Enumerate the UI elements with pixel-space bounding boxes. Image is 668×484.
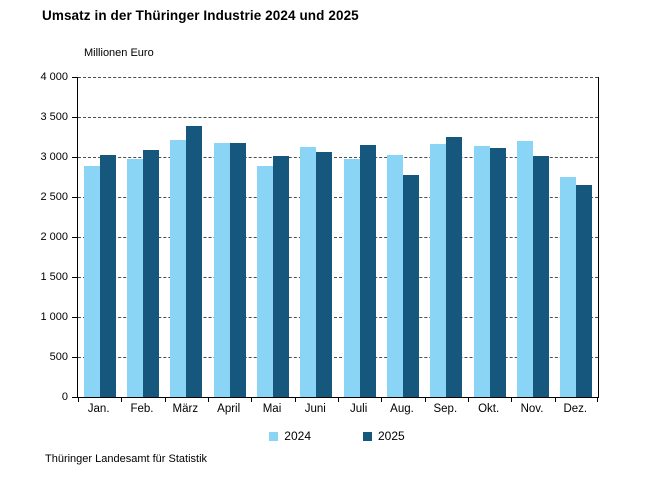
x-axis-tick <box>554 397 556 402</box>
bar-2025-april <box>229 142 246 397</box>
bar-group-dez <box>555 77 598 397</box>
y-tick-label-1000: 1 000 <box>40 311 68 323</box>
y-tick-label-4000: 4 000 <box>40 71 68 83</box>
bar-2024-april <box>213 143 230 397</box>
y-axis-tick <box>72 237 78 238</box>
x-label-feb: Feb. <box>130 403 154 415</box>
legend-item-2024: 2024 <box>269 429 311 443</box>
gridline-1000 <box>78 317 598 318</box>
legend-label-2024: 2024 <box>284 429 311 443</box>
x-axis-tick <box>164 397 166 402</box>
bar-group-nov <box>511 77 554 397</box>
bar-2025-aug <box>402 175 419 397</box>
bar-group-feb <box>121 77 164 397</box>
bar-group-maerz <box>165 77 208 397</box>
bar-group-okt <box>468 77 511 397</box>
x-label-mai: Mai <box>262 403 282 415</box>
bar-2024-juli <box>343 159 360 397</box>
bar-2025-juli <box>359 145 376 397</box>
bar-2024-okt <box>473 145 490 397</box>
y-axis-tick <box>72 197 78 198</box>
x-axis-tick <box>121 397 123 402</box>
bar-2024-mai <box>256 165 273 397</box>
bar-2025-sep <box>446 137 463 397</box>
x-axis-tick <box>251 397 253 402</box>
gridline-2000 <box>78 237 598 238</box>
gridline-4000 <box>78 77 598 78</box>
x-axis-tick <box>424 397 426 402</box>
x-label-aug: Aug. <box>390 403 414 415</box>
y-axis-tick <box>72 317 78 318</box>
legend: 2024 2025 <box>77 429 597 443</box>
x-label-maerz: März <box>172 403 199 415</box>
y-tick-label-2000: 2 000 <box>40 231 68 243</box>
gridline-3500 <box>78 117 598 118</box>
bar-2024-juni <box>300 147 317 397</box>
bar-2025-jan <box>99 155 116 397</box>
y-tick-label-3000: 3 000 <box>40 151 68 163</box>
x-axis-tick <box>338 397 339 402</box>
x-label-dez: Dez. <box>563 403 588 415</box>
y-tick-label-500: 500 <box>49 351 68 363</box>
y-axis-tick <box>72 117 78 118</box>
x-axis-tick <box>468 397 469 402</box>
y-tick-label-1500: 1 500 <box>40 271 68 283</box>
bar-group-mai <box>251 77 294 397</box>
legend-label-2025: 2025 <box>378 429 405 443</box>
chart-title: Umsatz in der Thüringer Industrie 2024 u… <box>42 8 359 23</box>
x-axis-tick <box>294 397 296 402</box>
bar-2025-okt <box>489 148 506 397</box>
bar-2024-maerz <box>170 140 187 397</box>
bar-group-juli <box>338 77 381 397</box>
bar-2024-dez <box>560 177 577 397</box>
x-label-april: April <box>217 403 241 415</box>
x-axis-tick <box>208 397 209 402</box>
y-tick-label-0: 0 <box>61 391 68 403</box>
x-axis-tick <box>597 397 598 402</box>
y-axis-tick <box>72 77 78 78</box>
bar-2024-nov <box>516 141 533 397</box>
x-label-juli: Juli <box>350 403 368 415</box>
x-label-okt: Okt. <box>478 403 500 415</box>
bar-group-jan <box>78 77 121 397</box>
bar-group-juni <box>295 77 338 397</box>
bar-2025-nov <box>532 156 549 397</box>
x-label-jan: Jan. <box>87 403 110 415</box>
bar-2025-dez <box>576 185 593 397</box>
x-label-juni: Juni <box>304 403 326 415</box>
bar-2024-jan <box>83 165 100 397</box>
y-axis-tick <box>72 277 78 278</box>
x-label-nov: Nov. <box>520 403 544 415</box>
legend-item-2025: 2025 <box>363 429 405 443</box>
bar-2024-aug <box>386 155 403 397</box>
bar-group-aug <box>381 77 424 397</box>
y-axis-title: Millionen Euro <box>84 47 154 59</box>
x-axis-tick <box>511 397 513 402</box>
bar-2025-juni <box>316 152 333 397</box>
x-axis-tick <box>381 397 383 402</box>
legend-swatch-2024 <box>269 431 279 441</box>
gridline-3000 <box>78 157 598 158</box>
bar-group-april <box>208 77 251 397</box>
y-tick-label-3500: 3 500 <box>40 111 68 123</box>
gridline-500 <box>78 357 598 358</box>
y-axis-tick <box>72 397 78 398</box>
x-label-sep: Sep. <box>433 403 458 415</box>
bar-2025-feb <box>142 149 159 397</box>
bar-group-sep <box>425 77 468 397</box>
bar-2025-mai <box>272 156 289 397</box>
y-tick-label-2500: 2 500 <box>40 191 68 203</box>
y-axis-tick <box>72 157 78 158</box>
x-axis-tick <box>78 397 79 402</box>
bar-2024-sep <box>430 144 447 397</box>
gridline-2500 <box>78 197 598 198</box>
legend-swatch-2025 <box>363 431 372 441</box>
y-axis-tick <box>72 357 78 358</box>
source-note: Thüringer Landesamt für Statistik <box>45 453 208 465</box>
plot-area <box>72 77 599 402</box>
gridline-1500 <box>78 277 598 278</box>
bar-2024-feb <box>126 158 143 397</box>
bar-2025-maerz <box>186 125 203 397</box>
